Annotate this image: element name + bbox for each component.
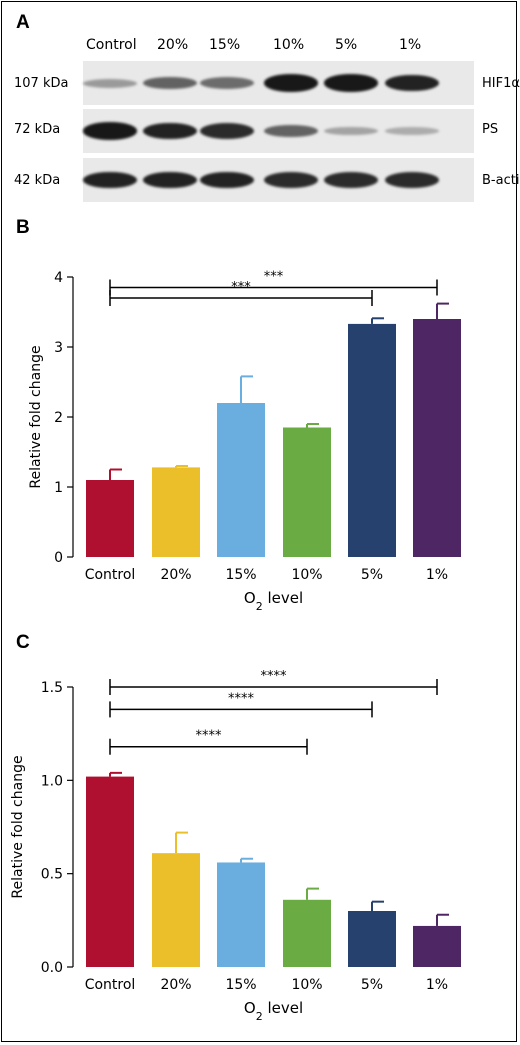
lane-label-10: 10% [273, 37, 305, 53]
y-axis-label: Relative fold change [10, 755, 26, 898]
x-tick-label: 15% [225, 567, 256, 583]
blot-band [264, 171, 318, 189]
blot-band [385, 171, 439, 189]
bar [217, 862, 265, 967]
y-tick-label: 3 [54, 340, 63, 356]
lane-label-5: 5% [335, 37, 358, 53]
y-tick-label: 2 [54, 410, 63, 426]
x-tick-label: Control [85, 567, 136, 583]
blot-band [200, 122, 254, 140]
lane-label-1: 1% [399, 37, 422, 53]
bar [86, 480, 134, 557]
protein-label-bactin: B-actin [482, 173, 520, 188]
lane-label-control: Control [86, 37, 137, 53]
panel-label-a: A [16, 12, 30, 33]
x-tick-label: 20% [160, 977, 191, 993]
protein-label-ps: PS [482, 122, 499, 137]
blot-band [324, 74, 378, 92]
blot-band [200, 77, 254, 89]
y-tick-label: 0.0 [41, 960, 63, 976]
blot-band [143, 76, 197, 90]
x-tick-label: Control [85, 977, 136, 993]
lane-label-20: 20% [157, 37, 189, 53]
bar [283, 899, 331, 967]
blot-band [83, 78, 137, 88]
bar [413, 925, 461, 967]
bar [283, 427, 331, 557]
x-axis-label: O2 level [244, 999, 303, 1023]
x-axis-label: O2 level [244, 589, 303, 613]
blot-band [143, 171, 197, 189]
significance-label: **** [196, 729, 223, 744]
significance-label: **** [261, 669, 288, 684]
lane-label-15: 15% [209, 37, 241, 53]
x-tick-label: 10% [291, 567, 322, 583]
y-tick-label: 0 [54, 550, 63, 566]
y-tick-label: 0.5 [41, 867, 63, 883]
bar [152, 467, 200, 557]
bar [413, 319, 461, 557]
bar [152, 853, 200, 967]
x-tick-label: 20% [160, 567, 191, 583]
bar [86, 776, 134, 967]
protein-label-hif1a: HIF1α [482, 76, 520, 91]
blot-band [200, 171, 254, 189]
blot-band [324, 126, 378, 136]
blot-band [385, 127, 439, 135]
mw-label-bactin: 42 kDa [14, 173, 61, 188]
y-tick-label: 1.5 [41, 680, 63, 696]
blot-band [264, 74, 318, 92]
blot-band [324, 171, 378, 189]
panel-label-b: B [16, 217, 30, 238]
y-axis-label: Relative fold change [28, 345, 44, 488]
x-tick-label: 1% [426, 977, 448, 993]
y-tick-label: 1.0 [41, 773, 63, 789]
x-tick-label: 5% [361, 977, 383, 993]
x-tick-label: 1% [426, 567, 448, 583]
bar [348, 323, 396, 557]
y-tick-label: 4 [54, 270, 63, 286]
bar [348, 911, 396, 967]
mw-label-ps: 72 kDa [14, 122, 61, 137]
blot-band [83, 171, 137, 189]
y-tick-label: 1 [54, 480, 63, 496]
blot-band [83, 122, 137, 140]
blot-band [264, 124, 318, 138]
significance-label: *** [231, 280, 251, 295]
blot-band [385, 74, 439, 92]
x-tick-label: 15% [225, 977, 256, 993]
x-tick-label: 10% [291, 977, 322, 993]
x-tick-label: 5% [361, 567, 383, 583]
significance-label: **** [228, 691, 255, 706]
bar [217, 403, 265, 557]
panel-label-c: C [16, 632, 30, 653]
mw-label-hif1a: 107 kDa [14, 76, 69, 91]
significance-label: *** [264, 270, 284, 285]
blot-band [143, 122, 197, 140]
